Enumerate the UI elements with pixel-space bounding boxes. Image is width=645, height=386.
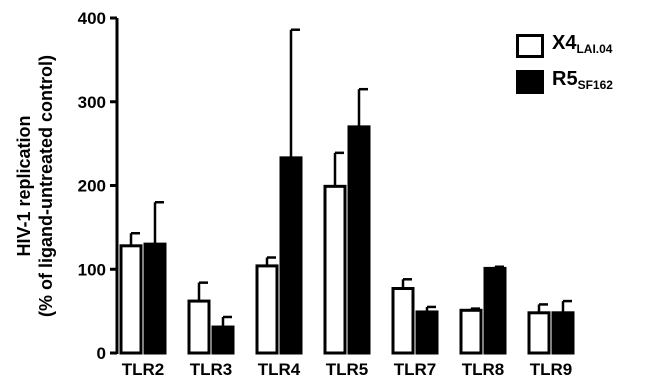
bar-TLR4-s2 [279, 156, 303, 355]
legend-label-series-1: X4LAI.04 [552, 33, 612, 59]
x-tick-label-TLR3: TLR3 [190, 360, 233, 379]
bar-TLR5-s2 [347, 125, 371, 355]
y-axis-label-line1: HIV-1 replication [14, 115, 34, 256]
y-tick-label-400: 400 [78, 9, 106, 28]
bar-TLR3-s1 [187, 299, 211, 355]
legend-item-series-1: X4LAI.04 [516, 28, 613, 64]
bar-TLR4-s1 [255, 264, 279, 355]
x-tick-label-TLR7: TLR7 [394, 360, 437, 379]
bar-TLR8-s1 [459, 308, 483, 355]
x-tick-label-TLR5: TLR5 [326, 360, 369, 379]
y-tick-label-0: 0 [97, 344, 106, 363]
y-tick-label-100: 100 [78, 260, 106, 279]
legend-swatch-series-2 [516, 70, 544, 94]
bar-TLR7-s1 [391, 287, 415, 355]
legend-subscript-series-2: SF162 [577, 78, 613, 92]
y-tick-label-200: 200 [78, 177, 106, 196]
legend-swatch-series-1 [516, 34, 544, 58]
legend-name-series-2: R5 [552, 68, 578, 90]
legend-label-series-2: R5SF162 [552, 69, 613, 95]
legend: X4LAI.04 R5SF162 [516, 28, 613, 100]
bar-TLR3-s2 [211, 325, 235, 355]
bar-TLR9-s2 [551, 311, 575, 355]
x-tick-label-TLR8: TLR8 [462, 360, 505, 379]
legend-subscript-series-1: LAI.04 [576, 42, 613, 56]
y-axis-label-line2: (% of ligand-untreated control) [36, 55, 56, 317]
bar-TLR7-s2 [415, 310, 439, 355]
x-tick-label-TLR9: TLR9 [530, 360, 573, 379]
legend-name-series-1: X4 [552, 32, 577, 54]
bar-TLR8-s2 [483, 266, 507, 355]
x-tick-label-TLR2: TLR2 [122, 360, 165, 379]
y-tick-label-300: 300 [78, 93, 106, 112]
legend-item-series-2: R5SF162 [516, 64, 613, 100]
bar-TLR9-s1 [527, 311, 551, 355]
bar-TLR5-s1 [323, 184, 347, 355]
bar-TLR2-s1 [119, 244, 143, 355]
x-tick-label-TLR4: TLR4 [258, 360, 301, 379]
bar-TLR2-s2 [143, 242, 167, 355]
